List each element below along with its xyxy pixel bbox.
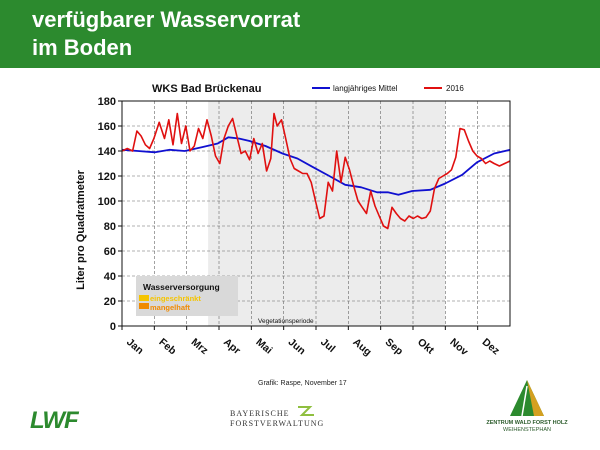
graphic-credit: Grafik: Raspe, November 17 <box>258 380 347 387</box>
bayern-logo-text: BAYERISCHE FORSTVERWALTUNG <box>230 409 324 429</box>
x-tick-label: Apr <box>221 336 243 357</box>
y-tick-label: 20 <box>104 296 116 308</box>
water-supply-legend: Wasserversorgung eingeschränkt mangelhaf… <box>136 276 238 316</box>
slide-title-line1: verfügbarer Wasservorrat <box>32 7 301 32</box>
x-tick-label: Mrz <box>189 336 211 357</box>
vegetation-period-band <box>208 101 446 326</box>
lwf-logo-text: LWF <box>30 407 80 431</box>
lwf-logo-icon: LWF <box>30 407 80 431</box>
series-legend: langjähriges Mittel 2016 <box>312 84 464 93</box>
y-tick-label: 40 <box>104 271 116 283</box>
y-tick-label: 100 <box>98 196 116 208</box>
zwfh-logo-accent-icon <box>527 380 544 416</box>
y-tick-label: 80 <box>104 221 116 233</box>
x-tick-label: Okt <box>415 336 437 357</box>
y-tick-label: 0 <box>110 321 116 333</box>
slide-title-line2: im Boden <box>32 35 133 60</box>
slide-title: verfügbarer Wasservorrat im Boden <box>32 6 300 62</box>
y-tick-label: 160 <box>98 121 116 133</box>
zentrum-wald-forst-holz-logo-icon <box>510 380 544 417</box>
x-tick-label: Dez <box>480 336 502 357</box>
water-supply-legend-box <box>136 276 238 316</box>
x-tick-label: Sep <box>383 336 405 358</box>
y-tick-label: 120 <box>98 171 116 183</box>
x-tick-label: Nov <box>447 336 470 358</box>
bayern-logo-line2: FORSTVERWALTUNG <box>230 419 325 428</box>
legend-label-mean: langjähriges Mittel <box>333 84 398 93</box>
slide-header: verfügbarer Wasservorrat im Boden <box>0 0 600 68</box>
chart-title: WKS Bad Brückenau <box>152 83 261 95</box>
y-tick-label: 60 <box>104 246 116 258</box>
water-supply-chart: Wasserversorgung eingeschränkt mangelhaf… <box>75 83 511 358</box>
zwfh-logo-line1: ZENTRUM WALD FORST HOLZ <box>486 420 568 426</box>
y-axis-label: Liter pro Quadratmeter <box>75 169 87 290</box>
x-tick-label: Mai <box>253 336 274 356</box>
gridlines <box>122 101 510 326</box>
zwfh-logo-stem-icon <box>521 385 528 417</box>
series-line-2016 <box>121 112 511 230</box>
x-tick-label: Jun <box>286 336 308 357</box>
bayerische-forstverwaltung-logo-icon <box>298 406 314 416</box>
bayern-logo-mark-icon <box>298 406 314 416</box>
zwfh-logo-text: ZENTRUM WALD FORST HOLZ WEIHENSTEPHAN <box>472 420 582 434</box>
legend-label-2016: 2016 <box>446 84 464 93</box>
x-tick-label: Feb <box>156 336 178 357</box>
water-supply-legend-title: Wasserversorgung <box>143 282 220 292</box>
vegetation-period-label: Vegetationsperiode <box>258 318 314 325</box>
x-tick-label: Jan <box>124 336 146 357</box>
legend-swatch-restricted <box>139 295 149 301</box>
legend-swatch-poor <box>139 303 149 309</box>
y-tick-label: 180 <box>98 96 116 108</box>
series-lines <box>121 112 511 230</box>
legend-label-restricted: eingeschränkt <box>150 294 201 303</box>
y-tick-label: 140 <box>98 146 116 158</box>
vegetation-period-shade <box>208 101 446 326</box>
x-tick-label: Aug <box>350 336 373 358</box>
legend-label-poor: mangelhaft <box>150 303 191 312</box>
bayern-logo-line1: BAYERISCHE <box>230 409 290 418</box>
zwfh-logo-line2: WEIHENSTEPHAN <box>503 427 551 433</box>
x-tick-label: Jul <box>318 336 337 355</box>
